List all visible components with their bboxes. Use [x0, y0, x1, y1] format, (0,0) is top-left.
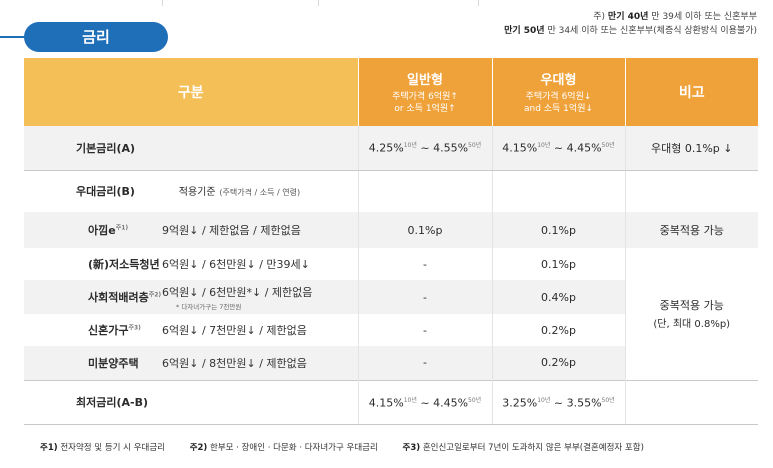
top-notes: 주) 만기 40년 만 39세 이하 또는 신혼부부 만기 50년 만 34세 … — [504, 10, 757, 38]
interest-rate-table: 구분 일반형 주택가격 6억원↑ or 소득 1억원↑ 우대형 주택가격 6억원… — [24, 58, 758, 425]
youth-label: (新)저소득청년 — [88, 258, 160, 271]
youth-criteria: 6억원↓ / 6천만원↓ / 만39세↓ — [162, 258, 310, 271]
section-title-pill: 금리 — [24, 22, 168, 52]
top-divider-lines — [0, 0, 773, 6]
row-low-income-youth: (新)저소득청년 6억원↓ / 6천만원↓ / 만39세↓ - 0.1%p 중복… — [24, 248, 758, 380]
row-base-rate: 기본금리(A) 4.25%10년 ~ 4.55%50년 4.15%10년 ~ 4… — [24, 126, 758, 171]
footnote-1: 주1) 전자약정 및 등기 시 우대금리 — [40, 443, 165, 453]
social-label: 사회적배려층 — [88, 291, 149, 304]
youth-preferential: 0.1%p — [491, 248, 625, 280]
lowest-rate-general: 4.15%10년 ~ 4.45%50년 — [357, 379, 492, 425]
base-rate-general: 4.25%10년 ~ 4.55%50년 — [357, 126, 492, 171]
row-newlywed: 신혼가구주3) 6억원↓ / 7천만원↓ / 제한없음 - 0.2%p — [24, 314, 758, 346]
social-preferential: 0.4%p — [491, 280, 625, 314]
base-rate-label: 기본금리(A) — [24, 126, 358, 171]
social-criteria-note: * 다자녀가구는 7천만원 — [176, 302, 242, 311]
aggime-note: 중복적용 가능 — [624, 212, 758, 248]
unsold-label: 미분양주택 — [88, 356, 139, 370]
social-general: - — [357, 280, 492, 314]
aggime-preferential: 0.1%p — [491, 212, 625, 248]
top-note-line-1: 주) 만기 40년 만 39세 이하 또는 신혼부부 — [593, 12, 757, 22]
newlywed-criteria: 6억원↓ / 7천만원↓ / 제한없음 — [162, 324, 307, 337]
unsold-preferential: 0.2%p — [491, 346, 625, 380]
newlywed-label: 신혼가구 — [88, 324, 129, 337]
newlywed-preferential: 0.2%p — [491, 314, 625, 346]
footnote-3: 주3) 혼인신고일로부터 7년이 도과하지 않은 부부(결혼예정자 포함) — [402, 443, 644, 453]
top-note-line-2: 만기 50년 만 34세 이하 또는 신혼부부(체증식 상환방식 이용불가) — [504, 26, 757, 36]
header-general-type: 일반형 주택가격 6억원↑ or 소득 1억원↑ — [357, 58, 492, 126]
header-row: 구분 일반형 주택가격 6억원↑ or 소득 1억원↑ 우대형 주택가격 6억원… — [24, 58, 758, 126]
aggime-cell: 아낌e주1) 9억원↓ / 제한없음 / 제한없음 — [24, 212, 358, 248]
unsold-criteria: 6억원↓ / 8천만원↓ / 제한없음 — [162, 356, 307, 370]
preferential-rate-label: 우대금리(B) 적용기준 (주택가격 / 소득 / 연령) — [76, 185, 301, 199]
newlywed-general: - — [357, 314, 492, 346]
row-aggime: 아낌e주1) 9억원↓ / 제한없음 / 제한없음 0.1%p 0.1%p 중복… — [24, 212, 758, 248]
row-preferential-rate-header: 우대금리(B) 적용기준 (주택가격 / 소득 / 연령) — [24, 170, 758, 212]
section-accent-line — [0, 36, 28, 38]
footnotes: 주1) 전자약정 및 등기 시 우대금리 주2) 한부모 · 장애인 · 다문화… — [40, 441, 666, 453]
footnote-2: 주2) 한부모 · 장애인 · 다문화 · 다자녀가구 우대금리 — [189, 443, 378, 453]
aggime-criteria: 9억원↓ / 제한없음 / 제한없음 — [162, 224, 301, 237]
social-criteria: 6억원↓ / 6천만원*↓ / 제한없음 * 다자녀가구는 7천만원 — [162, 284, 358, 311]
base-rate-preferential: 4.15%10년 ~ 4.45%50년 — [491, 126, 625, 171]
header-note: 비고 — [624, 58, 758, 126]
group-note: 중복적용 가능 (단, 최대 0.8%p) — [624, 248, 758, 380]
unsold-general: - — [357, 346, 492, 380]
base-rate-note: 우대형 0.1%p ↓ — [624, 126, 758, 171]
header-gubun: 구분 — [24, 58, 358, 126]
header-preferential-type: 우대형 주택가격 6억원↓ and 소득 1억원↓ — [491, 58, 625, 126]
youth-general: - — [357, 248, 492, 280]
aggime-general: 0.1%p — [357, 212, 492, 248]
row-lowest-rate: 최저금리(A-B) 4.15%10년 ~ 4.45%50년 3.25%10년 ~… — [24, 379, 758, 425]
lowest-rate-preferential: 3.25%10년 ~ 3.55%50년 — [491, 379, 625, 425]
aggime-label: 아낌e — [88, 224, 116, 237]
lowest-rate-label: 최저금리(A-B) — [24, 379, 358, 425]
